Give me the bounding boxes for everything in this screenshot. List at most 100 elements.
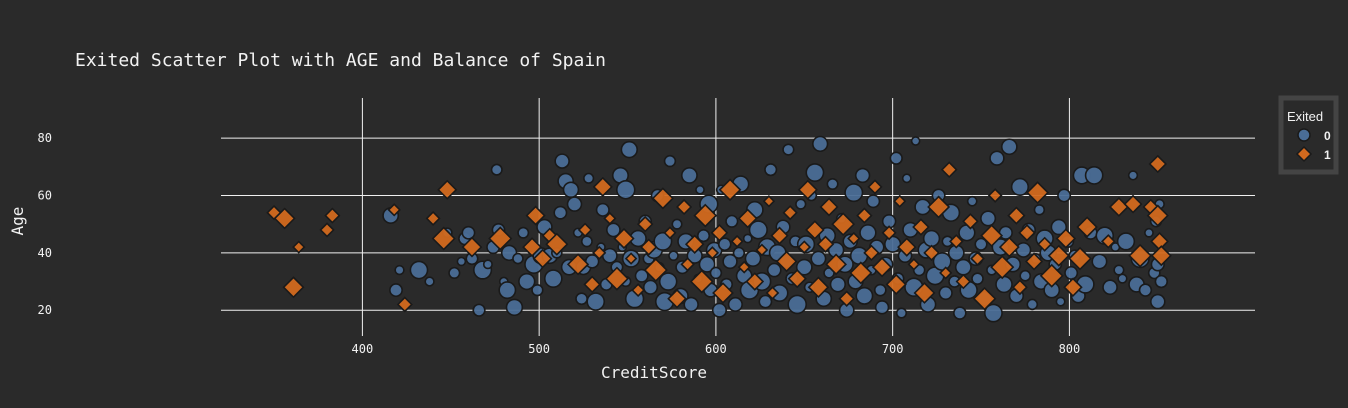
data-point-diamond [1007,206,1026,225]
data-point-circle [849,246,869,265]
legend[interactable]: Exited 0 1 [1278,95,1339,175]
data-point-diamond [849,261,873,285]
x-tick-label: 700 [882,342,904,356]
data-point-diamond [1068,246,1092,271]
data-point-circle [889,151,903,165]
data-point-diamond [797,240,812,254]
data-point-diamond [972,286,997,311]
data-point-diamond [1018,224,1036,242]
data-point-diamond [425,210,441,226]
data-point-diamond [1148,154,1167,174]
y-tick-label: 20 [38,303,52,317]
data-point-diamond [913,282,936,304]
y-tick-label: 80 [38,131,52,145]
data-point-diamond [939,266,953,280]
data-point-circle [873,283,887,297]
data-point-circle [910,136,921,146]
data-point-circle [829,276,847,293]
data-point-diamond [838,290,855,307]
data-point-diamond [282,276,305,299]
data-point-circle [952,306,967,320]
data-point-circle [668,250,679,262]
data-point-diamond [990,255,1015,280]
data-point-circle [938,285,953,301]
data-point-circle [1138,283,1153,297]
data-point-circle [461,225,476,240]
legend-diamond-marker [1295,145,1313,163]
data-point-circle [543,269,563,288]
data-point-diamond [807,276,830,299]
data-point-circle [744,250,762,267]
legend-item-1[interactable]: 1 [1295,145,1331,163]
data-point-diamond [545,232,569,256]
data-point-diamond [566,253,590,276]
data-point-diamond [577,222,593,238]
data-point-circle [696,229,711,243]
data-point-circle [505,298,524,317]
legend-label-0: 0 [1324,129,1331,143]
data-point-diamond [907,258,921,271]
data-point-diamond [710,223,729,242]
data-point-diamond [1055,228,1077,249]
data-point-circle [971,272,984,285]
legend-item-0[interactable]: 0 [1297,128,1331,143]
data-point-diamond [705,246,720,260]
data-point-diamond [816,235,835,253]
data-point-diamond [437,179,458,200]
data-point-diamond [1146,204,1169,227]
data-point-diamond [948,234,964,249]
data-point-diamond [592,245,607,260]
data-point-circle [482,259,493,270]
data-point-diamond [1011,279,1028,296]
x-tick-label: 500 [528,342,550,356]
data-point-circle [782,143,795,156]
data-point-circle [844,183,864,203]
data-point-diamond [1037,236,1053,252]
data-point-circle [642,279,659,295]
data-point-diamond [525,205,546,226]
y-axis-ticks: 20 40 60 80 [38,131,52,317]
legend-title: Exited [1287,109,1323,124]
data-point-circle [1150,293,1166,310]
chart-title: Exited Scatter Plot with AGE and Balance… [75,50,606,71]
data-point-diamond [745,272,765,291]
data-point-diamond [881,225,897,241]
data-point-diamond [488,226,513,251]
legend-circle-marker [1297,128,1311,142]
y-tick-label: 60 [38,188,52,202]
data-point-circle [980,210,997,227]
data-point-circle [855,286,874,305]
data-point-diamond [676,198,693,216]
data-point-diamond [324,207,341,224]
data-point-circle [1033,204,1046,216]
data-point-diamond [667,288,687,309]
data-point-circle [566,196,583,212]
data-point-diamond [912,218,930,236]
data-point-circle [1084,166,1104,185]
data-point-diamond [831,212,856,237]
data-point-circle [717,237,732,252]
data-point-diamond [651,187,674,210]
data-point-circle [711,302,727,318]
data-point-circle [805,163,825,182]
data-point-circle [698,255,716,273]
data-point-diamond [863,244,880,262]
data-point-circle [795,258,813,276]
y-axis-title: Age [8,207,27,236]
data-point-circle [680,166,698,184]
data-point-circle [653,231,673,251]
data-point-diamond [592,176,613,197]
data-point-diamond [856,207,873,224]
data-point-circle [748,220,768,240]
data-point-circle [866,194,881,209]
data-point-circle [764,163,778,177]
data-point-circle [1055,296,1066,307]
data-point-circle [826,178,839,191]
data-point-circle [895,307,908,319]
data-point-diamond [940,161,958,179]
data-point-diamond [1123,194,1143,214]
data-point-circle [448,266,461,280]
data-point-diamond [266,204,282,221]
data-point-circle [974,237,988,251]
data-point-diamond [1024,252,1044,271]
